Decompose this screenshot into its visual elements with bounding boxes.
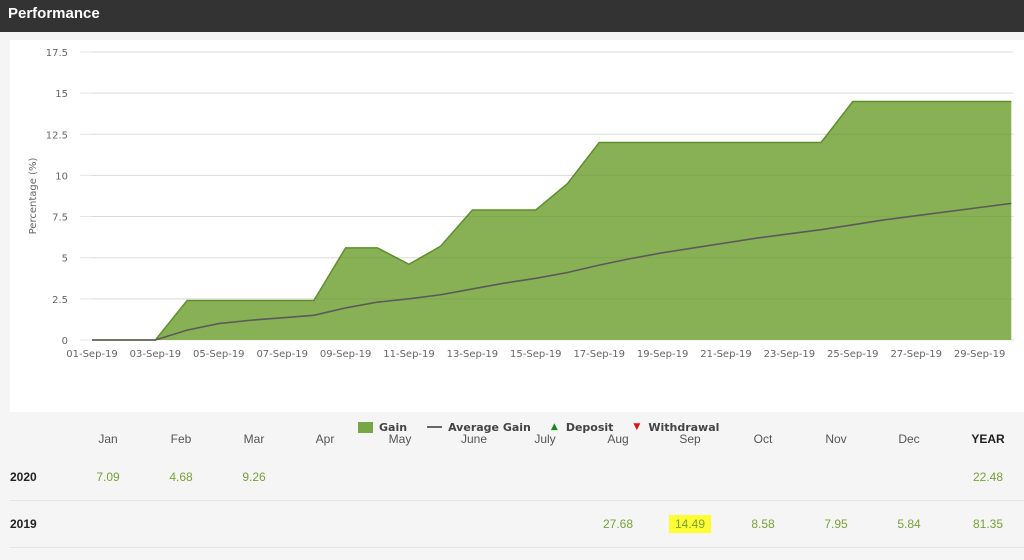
y-tick-label: 0	[62, 336, 68, 347]
value-text: 5.84	[897, 517, 921, 531]
x-tick-label: 21-Sep-19	[700, 349, 752, 360]
value-text: 4.68	[169, 470, 193, 484]
value-cell-jan[interactable]: 7.09	[78, 470, 138, 484]
y-tick-label: 10	[55, 171, 68, 182]
legend-item-withdrawal[interactable]: ▼ Withdrawal	[633, 421, 719, 434]
row-divider	[10, 547, 1024, 548]
value-cell-oct[interactable]: 8.58	[733, 517, 793, 531]
value-text: 7.09	[96, 470, 120, 484]
y-tick-label: 15	[55, 89, 68, 100]
legend-item-gain[interactable]: Gain	[358, 421, 407, 434]
value-cell-feb[interactable]: 4.68	[151, 470, 211, 484]
x-tick-label: 11-Sep-19	[383, 349, 435, 360]
column-header-jan: Jan	[98, 432, 118, 446]
y-tick-label: 2.5	[52, 295, 68, 306]
y-tick-label: 12.5	[46, 130, 68, 141]
column-header-oct: Oct	[753, 432, 773, 446]
gain-line	[92, 100, 1012, 341]
value-cell-mar[interactable]: 9.26	[224, 470, 284, 484]
x-tick-label: 25-Sep-19	[827, 349, 879, 360]
x-tick-label: 03-Sep-19	[130, 349, 182, 360]
x-tick-label: 17-Sep-19	[573, 349, 625, 360]
gain-area	[92, 101, 1012, 340]
column-header-mar: Mar	[243, 432, 265, 446]
value-text: 27.68	[602, 517, 634, 531]
gain-swatch-icon	[358, 421, 373, 433]
value-cell-year[interactable]: 81.35	[958, 517, 1018, 531]
value-cell-year[interactable]: 22.48	[958, 470, 1018, 484]
column-header-year: YEAR	[971, 432, 1005, 446]
legend-label: Withdrawal	[648, 420, 720, 434]
value-cell-sep[interactable]: 14.49	[660, 515, 720, 533]
column-header-sep: Sep	[679, 432, 701, 446]
value-cell-nov[interactable]: 7.95	[806, 517, 866, 531]
legend-item-deposit[interactable]: ▲ Deposit	[551, 421, 614, 434]
value-text: 14.49	[668, 515, 712, 533]
panel-header: Performance	[0, 0, 1024, 32]
value-text: 81.35	[972, 517, 1004, 531]
x-tick-label: 09-Sep-19	[320, 349, 372, 360]
triangle-down-icon: ▼	[633, 422, 641, 432]
value-cell-dec[interactable]: 5.84	[879, 517, 939, 531]
column-header-july: July	[534, 432, 556, 446]
x-tick-label: 01-Sep-19	[66, 349, 118, 360]
panel-title: Performance	[8, 5, 100, 22]
column-header-may: May	[388, 432, 412, 446]
x-tick-label: 07-Sep-19	[256, 349, 308, 360]
x-tick-label: 15-Sep-19	[510, 349, 562, 360]
chart-legend: Gain Average Gain ▲ Deposit ▼ Withdrawal	[358, 418, 739, 436]
column-header-feb: Feb	[170, 432, 192, 446]
legend-item-average-gain[interactable]: Average Gain	[427, 421, 531, 434]
row-divider	[10, 500, 1024, 501]
y-tick-label: 17.5	[46, 48, 68, 59]
column-header-dec: Dec	[898, 432, 920, 446]
y-tick-label: 7.5	[52, 213, 68, 224]
column-header-june: June	[460, 432, 488, 446]
legend-label: Gain	[379, 420, 408, 434]
legend-label: Average Gain	[448, 420, 531, 434]
x-tick-label: 27-Sep-19	[890, 349, 942, 360]
value-text: 9.26	[242, 470, 266, 484]
y-tick-label: 5	[62, 254, 68, 265]
performance-chart: 0 2.5 5 7.5 10 12.5 15 17.5 Percentage (%) 01-Sep…	[10, 40, 1024, 434]
value-text: 8.58	[751, 517, 775, 531]
x-tick-label: 19-Sep-19	[637, 349, 689, 360]
triangle-up-icon: ▲	[550, 422, 558, 432]
column-header-aug: Aug	[607, 432, 629, 446]
legend-label: Deposit	[565, 420, 614, 434]
x-tick-label: 13-Sep-19	[447, 349, 499, 360]
value-cell-aug[interactable]: 27.68	[588, 517, 648, 531]
row-year-label: 2020	[10, 470, 37, 484]
y-axis-title: Percentage (%)	[28, 158, 39, 235]
line-icon	[427, 426, 443, 428]
x-tick-label: 29-Sep-19	[954, 349, 1006, 360]
value-text: 22.48	[972, 470, 1004, 484]
column-header-apr: Apr	[315, 432, 335, 446]
x-tick-label: 23-Sep-19	[764, 349, 816, 360]
row-year-label: 2019	[10, 517, 37, 531]
average-gain-line	[92, 202, 1012, 341]
chart-canvas: 0 2.5 5 7.5 10 12.5 15 17.5 Percentage (%) 01-Sep…	[28, 48, 1014, 360]
column-header-nov: Nov	[825, 432, 847, 446]
value-text: 7.95	[824, 517, 848, 531]
x-tick-label: 05-Sep-19	[193, 349, 245, 360]
